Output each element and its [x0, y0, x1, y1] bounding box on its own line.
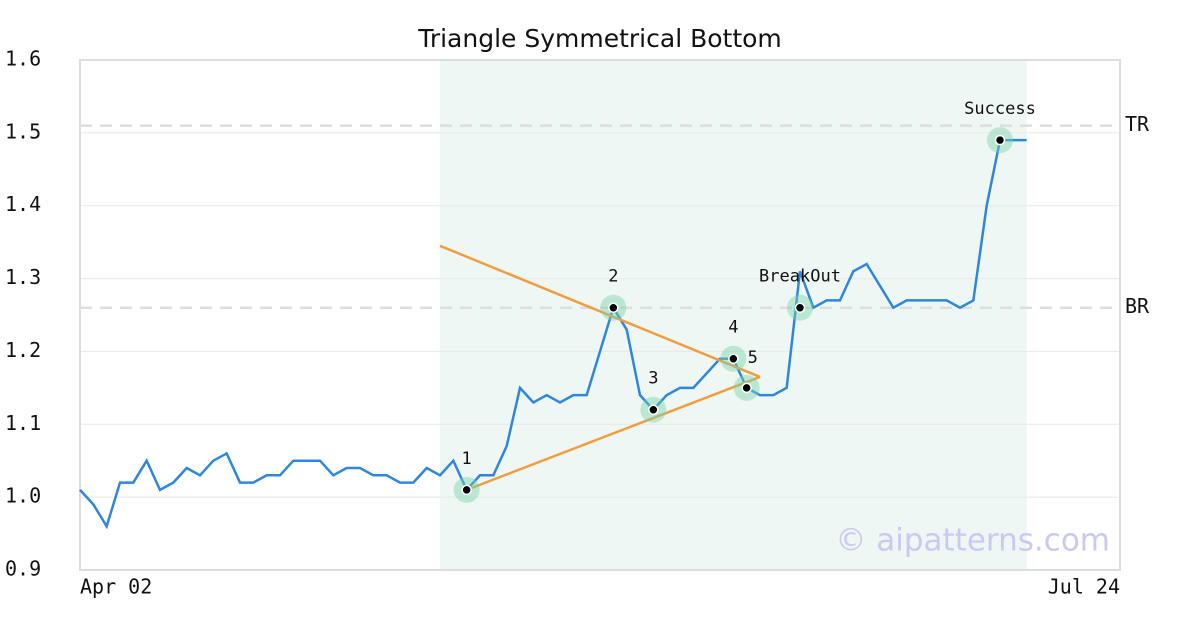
point-dot [728, 353, 739, 364]
point-dot [648, 404, 659, 415]
y-tick-label: 1.3 [5, 265, 41, 289]
highlight-range [440, 60, 1027, 570]
point-label: 3 [648, 369, 658, 389]
plot-frame [79, 59, 1121, 571]
y-tick-label: 1.2 [5, 338, 41, 362]
trend-line [466, 375, 761, 492]
point-dot [794, 302, 806, 313]
point-label: 2 [608, 267, 618, 287]
y-tick-label: 1.6 [5, 47, 41, 71]
y-tick-label: 1.0 [5, 484, 41, 508]
level-label: TR [1125, 112, 1150, 136]
y-tick-label: 1.1 [5, 411, 41, 435]
trend-line [439, 244, 761, 379]
price-line [79, 138, 1027, 530]
point-label: 5 [748, 348, 758, 368]
point-label: 4 [728, 318, 738, 338]
point-dot [994, 134, 1006, 146]
y-tick-label: 0.9 [5, 557, 41, 581]
point-label: BreakOut [759, 267, 841, 287]
watermark: © aipatterns.com [835, 523, 1110, 559]
chart-title: Triangle Symmetrical Bottom [417, 24, 782, 53]
point-dot [461, 484, 472, 496]
level-label: BR [1125, 294, 1150, 318]
y-tick-label: 1.5 [5, 119, 41, 143]
x-tick-label: Apr 02 [80, 575, 152, 599]
point-label: Success [964, 99, 1036, 119]
point-dot [741, 382, 752, 394]
point-dot [608, 302, 619, 313]
y-tick-label: 1.4 [5, 192, 41, 216]
point-label: 1 [462, 449, 472, 469]
x-tick-label: Jul 24 [1048, 575, 1120, 599]
